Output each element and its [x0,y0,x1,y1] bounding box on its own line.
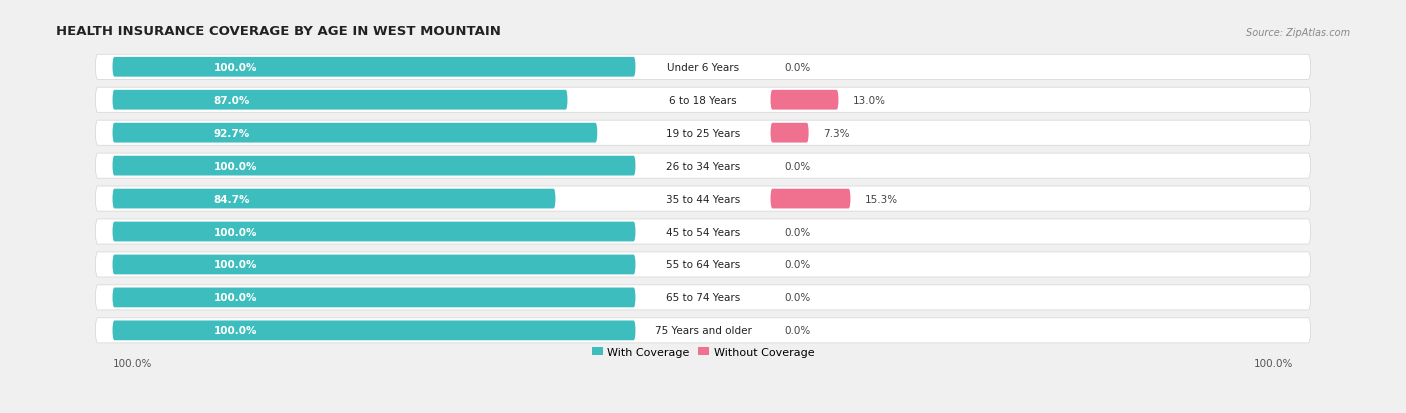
FancyBboxPatch shape [96,318,1310,343]
FancyBboxPatch shape [112,189,555,209]
Text: 87.0%: 87.0% [214,95,250,105]
Text: 0.0%: 0.0% [785,63,811,73]
Text: 35 to 44 Years: 35 to 44 Years [666,194,740,204]
FancyBboxPatch shape [96,121,1310,146]
FancyBboxPatch shape [96,88,1310,113]
Text: 100.0%: 100.0% [1254,358,1294,368]
FancyBboxPatch shape [96,55,1310,80]
FancyBboxPatch shape [112,90,568,110]
Text: 0.0%: 0.0% [785,227,811,237]
Text: HEALTH INSURANCE COVERAGE BY AGE IN WEST MOUNTAIN: HEALTH INSURANCE COVERAGE BY AGE IN WEST… [56,25,501,38]
FancyBboxPatch shape [770,189,851,209]
Text: 55 to 64 Years: 55 to 64 Years [666,260,740,270]
Text: 6 to 18 Years: 6 to 18 Years [669,95,737,105]
Text: 65 to 74 Years: 65 to 74 Years [666,293,740,303]
Text: 100.0%: 100.0% [214,227,257,237]
FancyBboxPatch shape [112,58,636,78]
FancyBboxPatch shape [112,222,636,242]
Text: 100.0%: 100.0% [214,161,257,171]
FancyBboxPatch shape [96,252,1310,277]
Text: 15.3%: 15.3% [865,194,897,204]
Text: 0.0%: 0.0% [785,293,811,303]
Text: 100.0%: 100.0% [112,358,152,368]
Text: Under 6 Years: Under 6 Years [666,63,740,73]
Text: 0.0%: 0.0% [785,161,811,171]
FancyBboxPatch shape [112,288,636,308]
FancyBboxPatch shape [770,90,838,110]
Text: 100.0%: 100.0% [214,63,257,73]
FancyBboxPatch shape [770,123,808,143]
Text: 45 to 54 Years: 45 to 54 Years [666,227,740,237]
Text: 92.7%: 92.7% [214,128,250,138]
FancyBboxPatch shape [112,157,636,176]
FancyBboxPatch shape [96,187,1310,211]
FancyBboxPatch shape [96,285,1310,310]
FancyBboxPatch shape [96,219,1310,244]
Text: 19 to 25 Years: 19 to 25 Years [666,128,740,138]
Text: 84.7%: 84.7% [214,194,250,204]
Text: 0.0%: 0.0% [785,325,811,335]
Text: 75 Years and older: 75 Years and older [655,325,751,335]
FancyBboxPatch shape [112,123,598,143]
FancyBboxPatch shape [112,321,636,340]
Text: 26 to 34 Years: 26 to 34 Years [666,161,740,171]
Text: 100.0%: 100.0% [214,260,257,270]
FancyBboxPatch shape [112,255,636,275]
Text: 13.0%: 13.0% [852,95,886,105]
Text: Source: ZipAtlas.com: Source: ZipAtlas.com [1246,28,1350,38]
Text: 100.0%: 100.0% [214,293,257,303]
Text: 0.0%: 0.0% [785,260,811,270]
Text: 7.3%: 7.3% [823,128,849,138]
Text: 100.0%: 100.0% [214,325,257,335]
FancyBboxPatch shape [96,154,1310,179]
Legend: With Coverage, Without Coverage: With Coverage, Without Coverage [588,342,818,361]
